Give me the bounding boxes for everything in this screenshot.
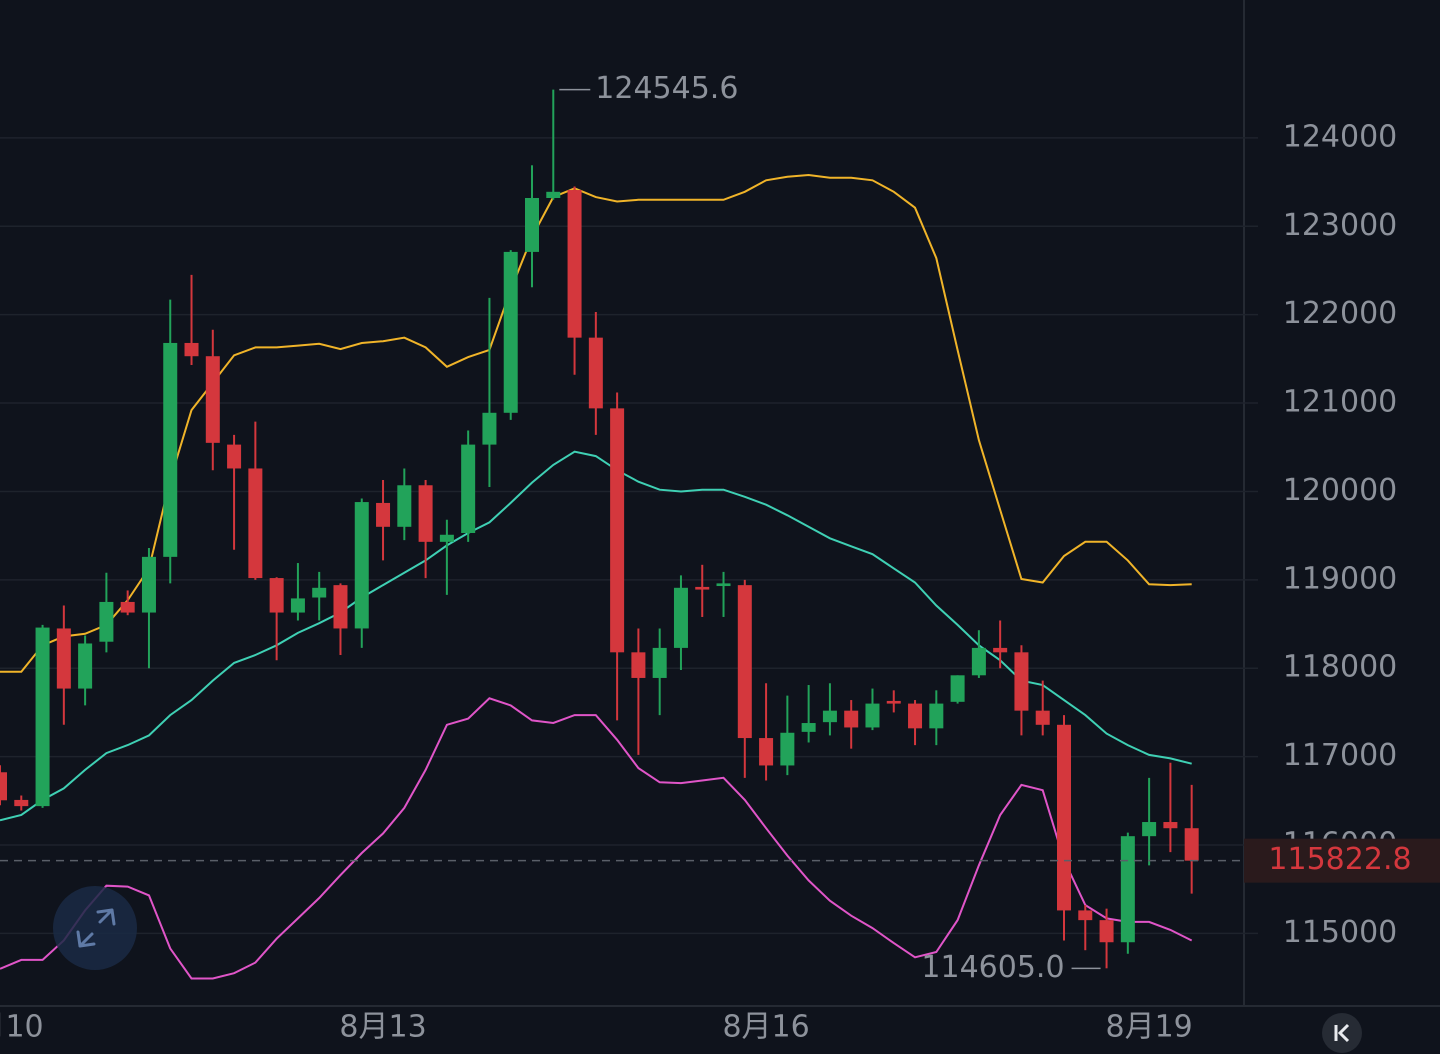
candle-body — [695, 586, 710, 590]
y-tick-label: 124000 — [1283, 119, 1398, 154]
candle-body — [56, 628, 71, 689]
candle-body — [610, 408, 625, 653]
y-tick-label: 122000 — [1283, 296, 1398, 331]
candle-body — [418, 485, 433, 542]
candles — [0, 89, 1199, 969]
candle-body — [312, 587, 327, 598]
candle-body — [461, 444, 476, 533]
candle-body — [163, 342, 178, 557]
candle-body — [141, 556, 156, 613]
candle-body — [673, 587, 688, 648]
candle-body — [737, 585, 752, 739]
y-tick-label: 121000 — [1283, 385, 1398, 420]
candle-body — [1142, 822, 1157, 837]
candle-body — [822, 710, 837, 723]
candle-body — [801, 723, 816, 732]
y-tick-label: 123000 — [1283, 208, 1398, 243]
candle-body — [376, 502, 391, 527]
candle-body — [205, 356, 220, 443]
y-tick-label: 120000 — [1283, 473, 1398, 508]
candle-body — [120, 601, 135, 613]
candle-body — [269, 578, 284, 613]
min-label: 114605.0 — [921, 950, 1064, 985]
candle-body — [78, 643, 93, 689]
expand-button[interactable] — [53, 886, 137, 970]
candle-body — [525, 197, 539, 252]
candle-body — [1184, 828, 1199, 861]
candle-body — [248, 468, 263, 579]
candle-body — [14, 799, 29, 807]
band-line — [0, 450, 1192, 822]
labels: 1150001160001170001180001190001200001210… — [0, 71, 1440, 1045]
candle-body — [397, 485, 412, 527]
candle-body — [1078, 910, 1093, 921]
candle-body — [908, 703, 923, 729]
y-tick-label: 118000 — [1283, 650, 1398, 685]
candle-body — [759, 738, 774, 766]
candle-body — [99, 601, 114, 642]
max-label: 124545.6 — [595, 71, 738, 106]
scroll-latest-button[interactable] — [1322, 1013, 1362, 1053]
y-tick-label: 119000 — [1283, 561, 1398, 596]
x-tick-label: 8月13 — [339, 1010, 426, 1045]
candle-body — [482, 412, 497, 445]
candle-body — [588, 337, 603, 409]
candle-body — [333, 585, 348, 629]
bands — [0, 173, 1193, 980]
band-line — [0, 697, 1193, 980]
scroll-latest-icon — [1334, 1023, 1350, 1043]
candle-body — [1163, 822, 1178, 829]
expand-circle[interactable] — [53, 886, 137, 970]
candle-body — [1035, 710, 1050, 725]
candle-body — [1057, 724, 1071, 911]
candle-body — [546, 191, 561, 198]
x-tick-label: 8月16 — [722, 1010, 809, 1045]
candle-body — [1099, 920, 1114, 943]
candle-body — [354, 502, 369, 629]
candle-body — [184, 342, 199, 357]
candle-body — [1014, 652, 1029, 711]
expand-icon — [76, 908, 116, 948]
candle-body — [227, 444, 242, 469]
last-price-box — [1244, 838, 1440, 883]
x-tick-label: 8月10 — [0, 1010, 44, 1045]
y-tick-label: 117000 — [1283, 738, 1398, 773]
candle-body — [844, 710, 859, 728]
candle-body — [929, 703, 944, 729]
candle-body — [950, 675, 965, 702]
candle-body — [865, 703, 880, 728]
last-price-label: 115822.8 — [1268, 842, 1411, 877]
candle-body — [503, 251, 518, 413]
band-line — [0, 173, 1192, 673]
y-tick-label: 115000 — [1283, 915, 1398, 950]
candle-body — [716, 583, 731, 587]
candle-body — [1120, 836, 1135, 943]
candle-body — [886, 700, 901, 704]
candle-body — [631, 652, 646, 678]
candle-body — [439, 534, 454, 542]
candle-body — [993, 647, 1008, 653]
x-tick-label: 8月19 — [1105, 1010, 1192, 1045]
candle-body — [971, 647, 986, 676]
candle-body — [780, 732, 795, 766]
candle-body — [35, 627, 50, 807]
candle-body — [0, 772, 7, 801]
candle-body — [652, 647, 667, 678]
candle-body — [567, 190, 582, 338]
candle-body — [290, 598, 305, 613]
